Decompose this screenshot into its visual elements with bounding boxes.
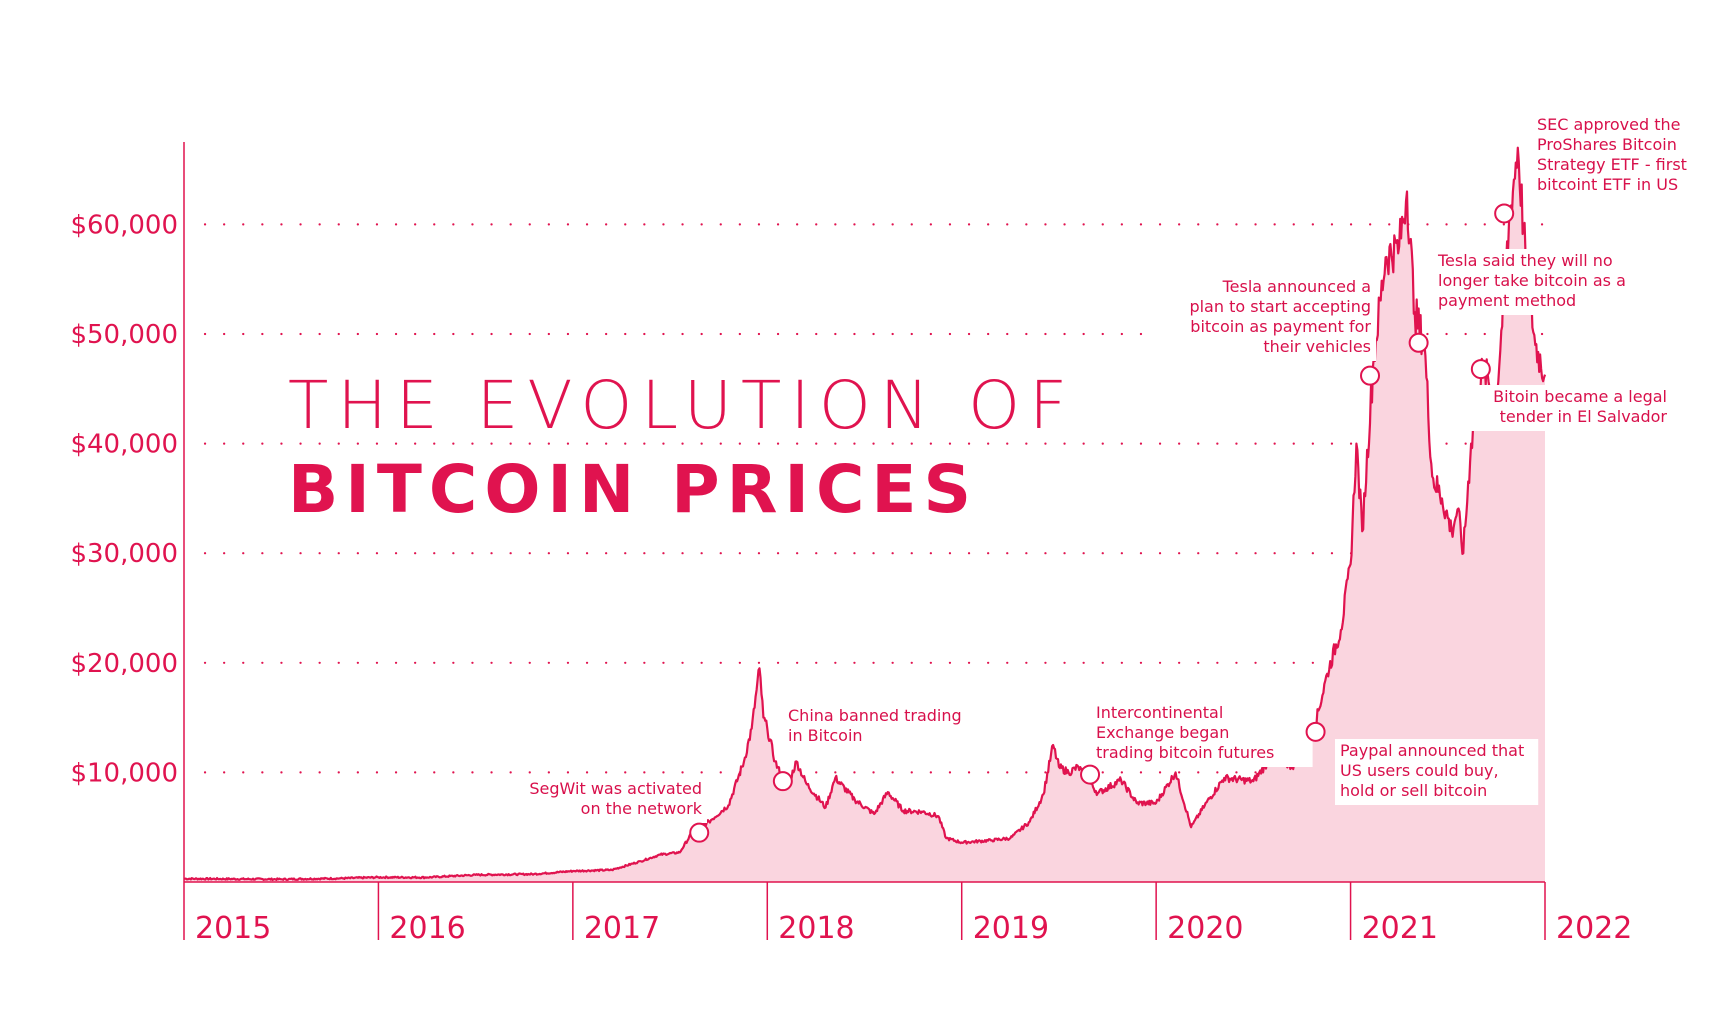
- title-line-2: BITCOIN PRICES: [288, 451, 978, 528]
- annotation-bg: [1532, 113, 1720, 199]
- annotation-text: Exchange began: [1096, 723, 1229, 742]
- annotation-text: SEC approved the: [1537, 115, 1680, 134]
- x-tick-label: 2019: [973, 911, 1049, 946]
- annotation-text: Paypal announced that: [1340, 741, 1524, 760]
- axes: [183, 142, 1545, 883]
- annotation-text: Bitoin became a legal: [1493, 387, 1667, 406]
- annotation-bg: [1468, 385, 1672, 431]
- annotation-text: China banned trading: [788, 706, 962, 725]
- annotation-bg: [1335, 739, 1539, 805]
- annotation-text: Intercontinental: [1096, 703, 1223, 722]
- annotation-text: in Bitcoin: [788, 726, 863, 745]
- x-tick-label: 2022: [1556, 911, 1632, 946]
- annotation-marker: [772, 771, 793, 792]
- annotation-bg: [1154, 275, 1376, 361]
- annotation-marker: [689, 822, 710, 843]
- price-area: [184, 147, 1545, 882]
- annotation-text: SegWit was activated: [529, 779, 702, 798]
- annotation-text: bitcoint ETF in US: [1537, 175, 1678, 194]
- annotation-text: payment method: [1438, 291, 1576, 310]
- annotation-marker: [1360, 365, 1381, 386]
- annotation-bg: [1091, 701, 1313, 767]
- annotation-text: Strategy ETF - first: [1537, 155, 1687, 174]
- annotation-text: trading bitcoin futures: [1096, 743, 1274, 762]
- y-tick-label: $50,000: [70, 320, 178, 350]
- annotation-marker: [1408, 332, 1429, 353]
- annotation-marker: [1305, 721, 1326, 742]
- annotation-text: hold or sell bitcoin: [1340, 781, 1487, 800]
- x-tick-label: 2020: [1167, 911, 1243, 946]
- y-tick-label: $30,000: [70, 539, 178, 569]
- annotation-text: on the network: [581, 799, 703, 818]
- y-tick-label: $20,000: [70, 649, 178, 679]
- x-tick-label: 2018: [778, 911, 854, 946]
- x-tick-label: 2015: [195, 911, 271, 946]
- x-tick-label: 2021: [1362, 911, 1438, 946]
- annotation-text: plan to start accepting: [1189, 297, 1371, 316]
- x-axis-ticks: 2015 2016 2017 2018 2019 2020 2021 2022: [183, 882, 1632, 946]
- annotation-text: tender in El Salvador: [1500, 407, 1668, 426]
- annotation-text: their vehicles: [1263, 337, 1371, 356]
- price-series: [183, 146, 1547, 882]
- annotation-text: ProShares Bitcoin: [1537, 135, 1677, 154]
- annotation-text: longer take bitcoin as a: [1438, 271, 1626, 290]
- annotation-bg: [783, 704, 977, 750]
- annotation-marker: [1470, 359, 1491, 380]
- annotation-marker: [1494, 203, 1515, 224]
- y-tick-label: $10,000: [70, 758, 178, 788]
- y-axis-ticks: $10,000 $20,000 $30,000 $40,000 $50,000 $60,0…: [70, 210, 178, 788]
- annotation-marker: [1080, 764, 1101, 785]
- annotation-bg: [1433, 249, 1664, 315]
- annotation-text: Tesla announced a: [1222, 277, 1371, 296]
- y-tick-label: $40,000: [70, 430, 178, 460]
- price-line: [183, 146, 1547, 882]
- chart-title: THE EVOLUTION OF BITCOIN PRICES: [288, 367, 1076, 528]
- x-tick-label: 2017: [584, 911, 660, 946]
- title-line-1: THE EVOLUTION OF: [288, 367, 1076, 444]
- annotation-bg: [513, 777, 707, 823]
- annotation-text: bitcoin as payment for: [1190, 317, 1371, 336]
- annotation-text: US users could buy,: [1340, 761, 1499, 780]
- annotation-text: Tesla said they will no: [1437, 251, 1613, 270]
- y-tick-label: $60,000: [70, 210, 178, 240]
- x-tick-label: 2016: [389, 911, 465, 946]
